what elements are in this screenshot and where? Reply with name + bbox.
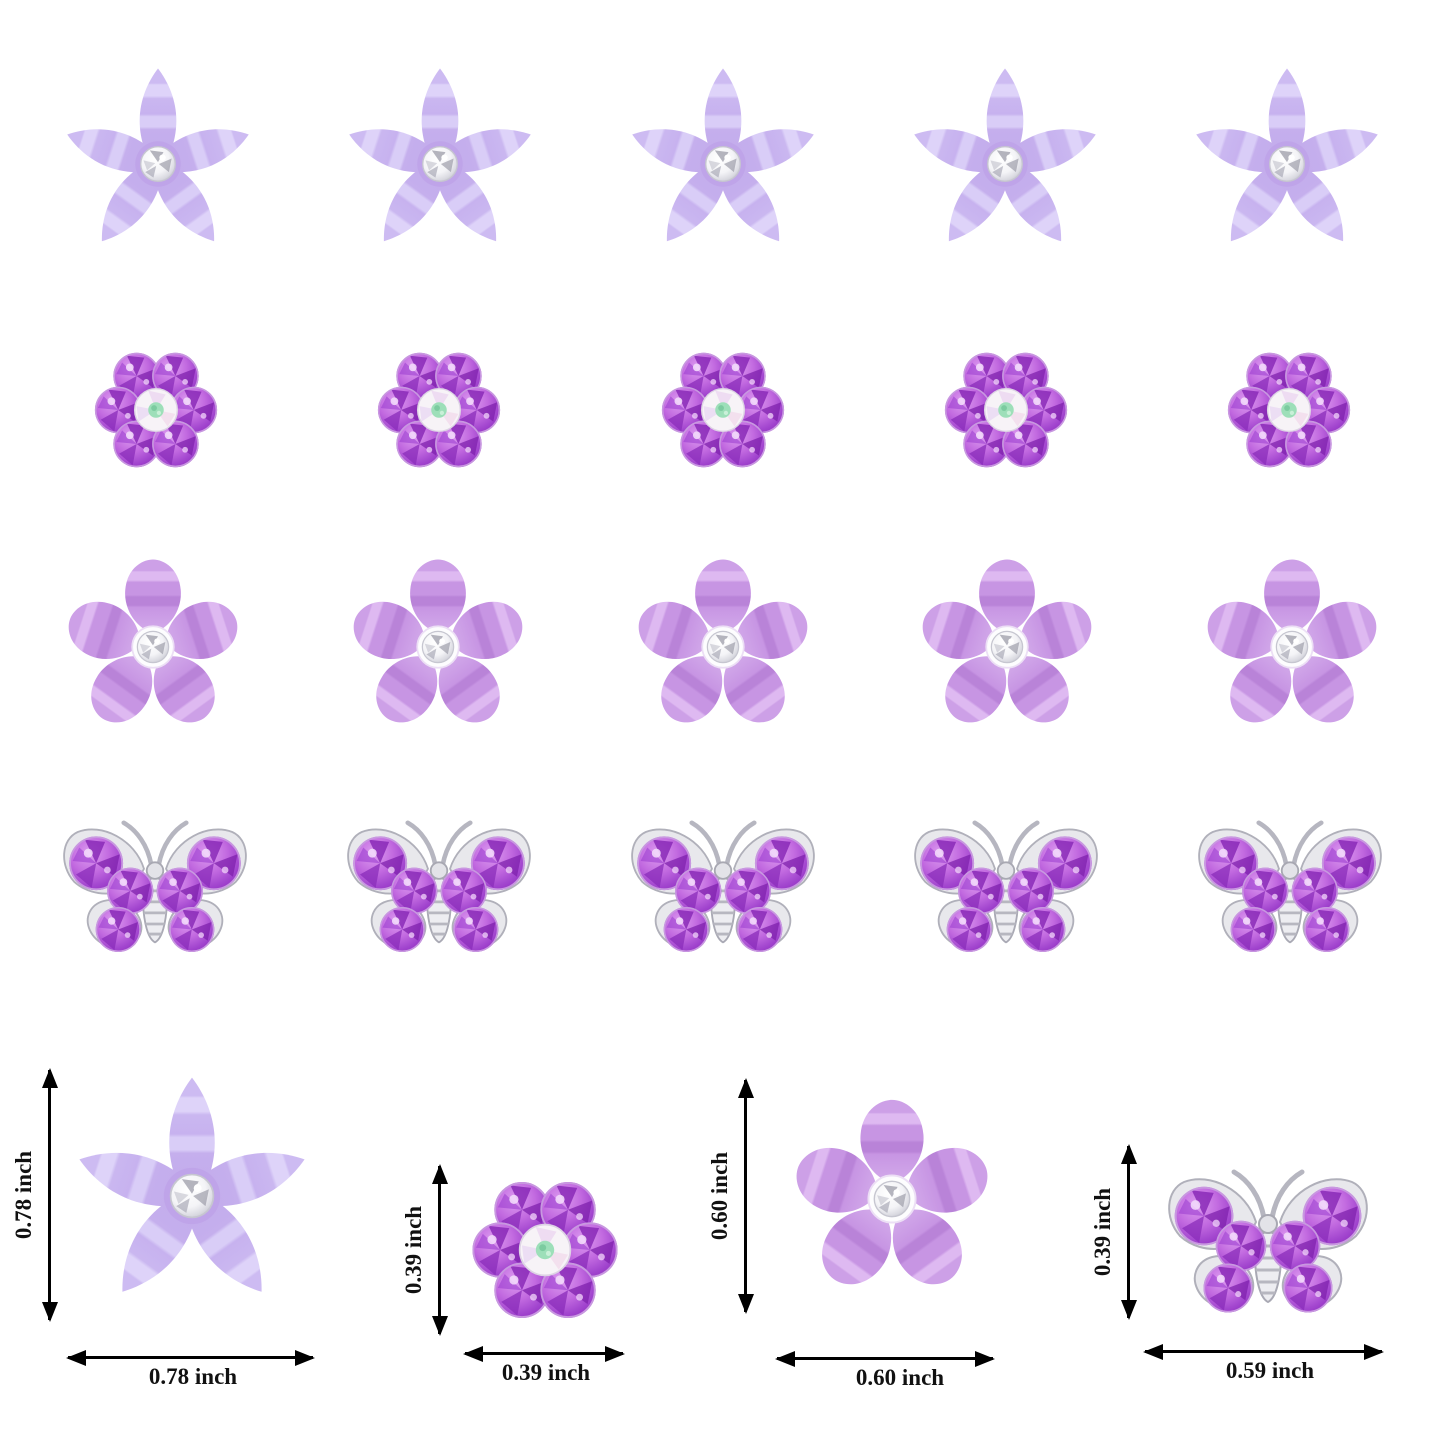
rhinestone-butterfly-charm: [1187, 806, 1393, 972]
rhinestone-butterfly-size-sample: [1156, 1154, 1380, 1334]
height-label: 0.78 inch: [11, 1150, 36, 1240]
large-acrylic-flower-charm: [1187, 64, 1387, 264]
rhinestone-butterfly-charm: [903, 806, 1109, 972]
height-label: 0.39 inch: [401, 1205, 426, 1295]
rhinestone-gem-flower-charm: [659, 346, 787, 474]
round-petal-acrylic-flower-charm: [62, 556, 244, 738]
height-arrow: [438, 1166, 441, 1334]
round-petal-acrylic-flower-charm: [1201, 556, 1383, 738]
width-label: 0.39 inch: [501, 1360, 591, 1385]
row-round-petal-flowers: [0, 556, 1445, 738]
rhinestone-butterfly-charm: [620, 806, 826, 972]
width-arrow: [68, 1356, 313, 1359]
height-arrow: [744, 1080, 747, 1312]
large-acrylic-flower-charm: [905, 64, 1105, 264]
round-petal-acrylic-flower-charm: [347, 556, 529, 738]
width-arrow: [777, 1357, 993, 1360]
rhinestone-gem-flower-size-sample: [469, 1174, 621, 1326]
row-rhinestone-butterflies: [0, 806, 1445, 972]
height-label: 0.60 inch: [707, 1151, 732, 1241]
width-arrow: [1145, 1350, 1382, 1353]
large-acrylic-flower-size-sample: [68, 1072, 316, 1320]
size-reference-row: 0.78 inch 0.78 inch 0.39 inch 0.39 inch …: [0, 1040, 1445, 1445]
row-rhinestone-gem-flowers: [0, 346, 1445, 474]
round-petal-acrylic-flower-charm: [916, 556, 1098, 738]
width-label: 0.78 inch: [148, 1364, 238, 1389]
large-acrylic-flower-charm: [340, 64, 540, 264]
width-arrow: [465, 1352, 623, 1355]
height-arrow: [48, 1070, 51, 1320]
rhinestone-butterfly-charm: [336, 806, 542, 972]
rhinestone-gem-flower-charm: [942, 346, 1070, 474]
rhinestone-gem-flower-charm: [92, 346, 220, 474]
rhinestone-gem-flower-charm: [1225, 346, 1353, 474]
round-petal-flower-size-sample: [789, 1096, 995, 1302]
round-petal-acrylic-flower-charm: [632, 556, 814, 738]
width-label: 0.59 inch: [1225, 1358, 1315, 1383]
rhinestone-butterfly-charm: [52, 806, 258, 972]
large-acrylic-flower-charm: [623, 64, 823, 264]
row-large-acrylic-flowers: [0, 64, 1445, 264]
rhinestone-gem-flower-charm: [375, 346, 503, 474]
large-acrylic-flower-charm: [58, 64, 258, 264]
height-arrow: [1127, 1146, 1130, 1318]
width-label: 0.60 inch: [855, 1365, 945, 1390]
height-label: 0.39 inch: [1090, 1187, 1115, 1277]
